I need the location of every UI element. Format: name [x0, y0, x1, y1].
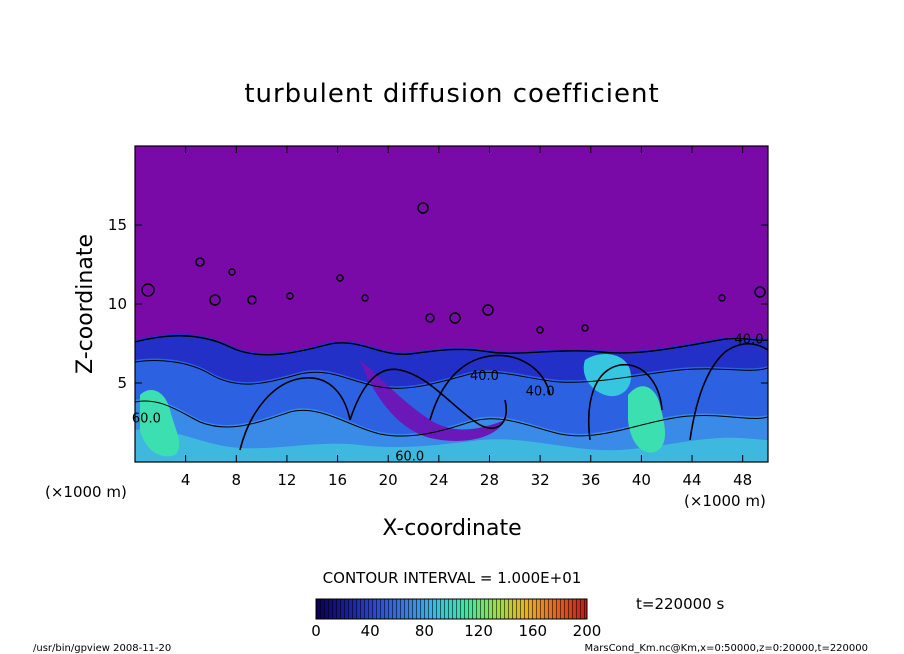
x-tick-label: 24	[429, 471, 448, 489]
low-contour-line	[135, 400, 768, 437]
contour-interval-text: CONTOUR INTERVAL = 1.000E+01	[323, 569, 582, 587]
plot-area	[134, 145, 769, 463]
x-tick-label: 20	[379, 471, 398, 489]
time-label: t=220000 s	[636, 595, 724, 613]
y-axis-ticks: 5 10 15	[108, 216, 768, 392]
eddy	[209, 294, 221, 306]
eddy	[581, 324, 589, 332]
colorbar-tick-label: 200	[573, 622, 602, 640]
y-axis-title: Z-coordinate	[73, 234, 98, 374]
colorbar-tick-label: 40	[361, 622, 380, 640]
eddy	[286, 292, 294, 300]
x-tick-label: 36	[581, 471, 600, 489]
footer-left: /usr/bin/gpview 2008-11-20	[33, 643, 171, 654]
eddy	[361, 294, 369, 302]
eddy	[536, 326, 544, 334]
y-tick-label: 5	[117, 374, 127, 392]
y-unit-label: (×1000 m)	[45, 483, 127, 501]
eddy	[417, 202, 429, 214]
vortex-wave-1	[239, 377, 351, 451]
field-layer	[135, 202, 768, 462]
contour-label: 60.0	[395, 449, 424, 464]
contour-labels: 60.0 60.0 40.0 40.0 40.0	[132, 333, 764, 465]
eddy	[228, 268, 236, 276]
footer-right: MarsCond_Km.nc@Km,x=0:50000,z=0:20000,t=…	[585, 643, 869, 654]
detached-eddies	[141, 202, 766, 334]
x-axis-ticks: 4 8 12 16 20 24 28 32 36 40 44 48	[181, 146, 752, 489]
purple-tongue	[360, 360, 505, 441]
mid-contour-line	[135, 360, 768, 389]
cyan-plume-right	[628, 386, 665, 453]
eddy	[754, 286, 766, 298]
x-tick-label: 48	[733, 471, 752, 489]
colorbar-tick-label: 120	[464, 622, 493, 640]
contour-label: 40.0	[470, 369, 499, 384]
x-axis-title: X-coordinate	[382, 516, 521, 541]
vortex-wave-4	[588, 364, 663, 441]
colorbar-stripes	[316, 599, 587, 619]
x-tick-label: 40	[632, 471, 651, 489]
x-tick-label: 28	[480, 471, 499, 489]
cyan-plume-left	[140, 390, 180, 457]
eddy	[718, 294, 726, 302]
eddy	[449, 312, 461, 324]
eddy	[336, 274, 344, 282]
surface-band	[135, 429, 768, 462]
top-contour-line	[135, 335, 768, 356]
x-tick-label: 8	[232, 471, 242, 489]
x-unit-label: (×1000 m)	[684, 492, 766, 510]
colorbar-tick-label: 160	[518, 622, 547, 640]
y-tick-label: 10	[108, 295, 127, 313]
eddy	[247, 295, 257, 305]
vortex-wave-5	[689, 343, 768, 441]
colorbar-ticks: 0 40 80 120 160 200	[311, 622, 601, 640]
chart-title: turbulent diffusion coefficient	[244, 79, 659, 109]
x-tick-label: 16	[328, 471, 347, 489]
colorbar: 0 40 80 120 160 200	[311, 598, 601, 640]
x-tick-label: 32	[531, 471, 550, 489]
eddy	[482, 304, 494, 316]
x-tick-label: 12	[277, 471, 296, 489]
eddy	[425, 313, 435, 323]
contour-label: 40.0	[735, 333, 764, 348]
colorbar-tick-label: 80	[415, 622, 434, 640]
y-tick-label: 15	[108, 216, 127, 234]
x-tick-label: 4	[181, 471, 191, 489]
colorbar-tick-label: 0	[311, 622, 321, 640]
x-tick-label: 44	[682, 471, 701, 489]
vortex-wave-2	[349, 368, 507, 429]
contour-label: 60.0	[132, 412, 161, 427]
contour-label: 40.0	[526, 385, 555, 400]
eddy	[195, 257, 205, 267]
eddy	[141, 283, 155, 297]
vortex-wave-3	[429, 354, 551, 421]
